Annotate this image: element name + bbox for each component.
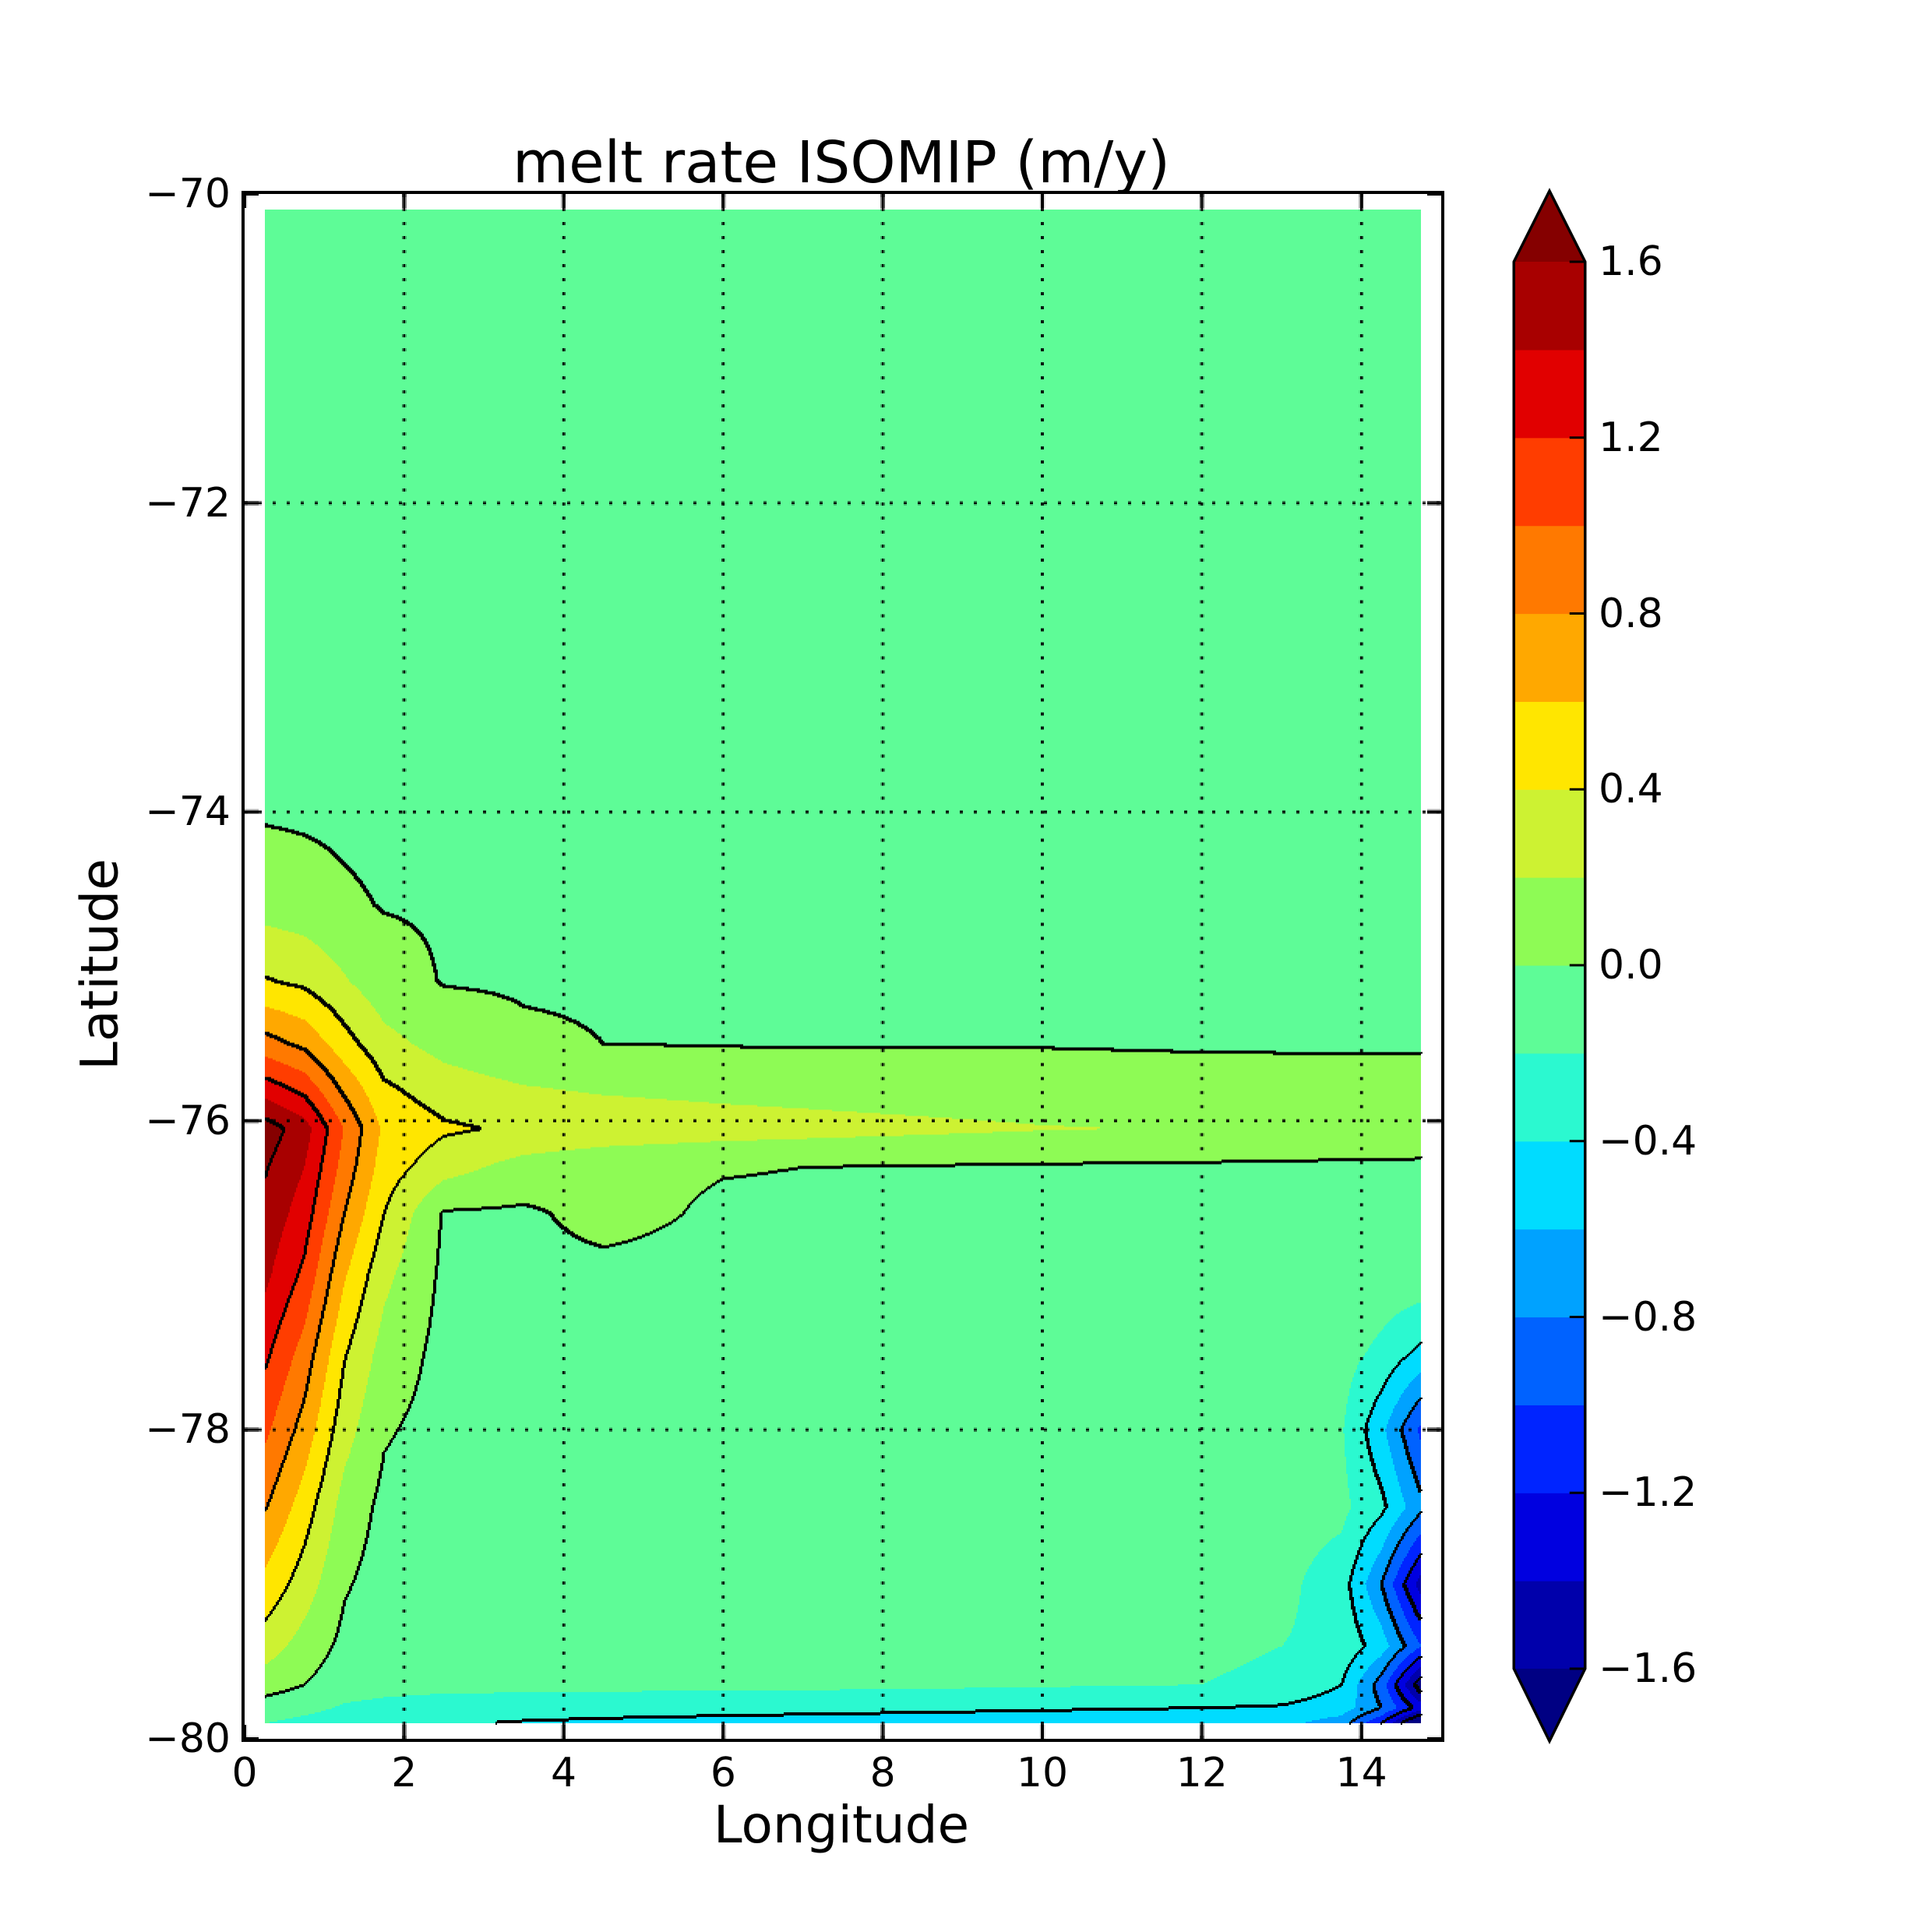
colorbar-band [1514, 877, 1585, 966]
colorbar-band [1514, 1493, 1585, 1581]
colorbar-arrow-under [1514, 1669, 1585, 1741]
colorbar-tick-label: 1.6 [1599, 238, 1663, 285]
y-tick-label: −80 [145, 1715, 231, 1762]
x-tick-label: 0 [231, 1750, 258, 1796]
y-axis-label: Latitude [69, 858, 130, 1070]
y-tick-label: −74 [145, 788, 231, 836]
colorbar-band [1514, 1581, 1585, 1669]
chart-title: melt rate ISOMIP (m/y) [513, 129, 1170, 196]
colorbar-band [1514, 701, 1585, 790]
colorbar-tick-label: 0.8 [1599, 590, 1663, 637]
colorbar-band [1514, 1317, 1585, 1405]
y-tick-label: −76 [145, 1097, 231, 1144]
colorbar-band [1514, 349, 1585, 439]
colorbar-band [1514, 965, 1585, 1054]
x-tick-label: 10 [1016, 1750, 1069, 1796]
colorbar-tick-label: −1.6 [1599, 1645, 1698, 1692]
colorbar-band [1514, 437, 1585, 527]
colorbar-tick-label: 1.2 [1599, 414, 1663, 461]
colorbar-band [1514, 1052, 1585, 1142]
colorbar-arrow-over [1514, 191, 1585, 262]
colorbar-band [1514, 789, 1585, 878]
x-tick-label: 12 [1176, 1750, 1228, 1796]
colorbar-band [1514, 262, 1585, 351]
colorbar-band [1514, 613, 1585, 702]
x-tick-label: 2 [391, 1750, 418, 1796]
colorbar-band [1514, 1405, 1585, 1493]
colorbar [1510, 187, 1615, 1745]
y-tick-label: −78 [145, 1406, 231, 1454]
colorbar-tick-label: 0.4 [1599, 766, 1663, 813]
x-tick-label: 14 [1335, 1750, 1387, 1796]
colorbar-tick-label: 0.0 [1599, 942, 1663, 989]
colorbar-band [1514, 1141, 1585, 1230]
x-axis-label: Longitude [713, 1795, 970, 1855]
colorbar-svg [1512, 188, 1587, 1744]
colorbar-tick-label: −0.4 [1599, 1117, 1698, 1165]
x-tick-label: 8 [869, 1750, 896, 1796]
x-tick-label: 4 [551, 1750, 577, 1796]
y-tick-label: −70 [145, 171, 231, 217]
plot-axes [242, 191, 1444, 1742]
x-tick-label: 6 [710, 1750, 736, 1796]
colorbar-tick-label: −1.2 [1599, 1469, 1698, 1517]
colorbar-tick-label: −0.8 [1599, 1293, 1698, 1341]
colorbar-band [1514, 525, 1585, 615]
contour-field-canvas [245, 194, 1441, 1739]
colorbar-band [1514, 1229, 1585, 1318]
y-tick-label: −72 [145, 479, 231, 527]
